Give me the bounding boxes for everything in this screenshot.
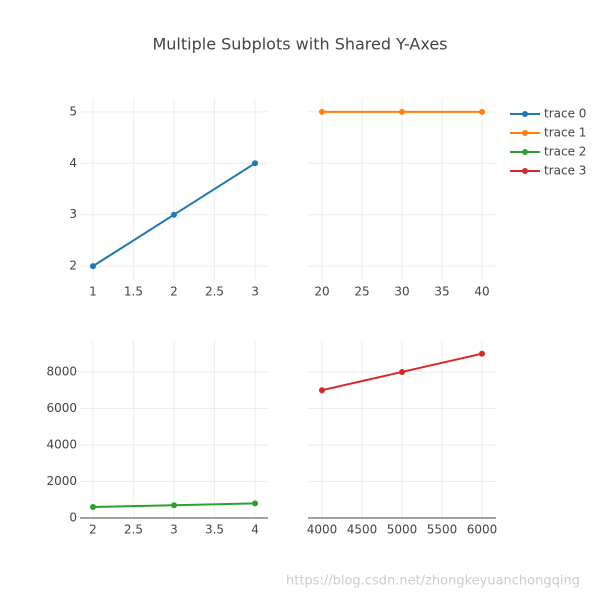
y-tick-label: 4	[69, 156, 77, 170]
point	[399, 368, 405, 375]
x-tick-label: 2	[170, 285, 178, 299]
point	[171, 502, 177, 509]
point	[479, 108, 485, 115]
legend-marker	[522, 149, 528, 155]
x-tick-label: 4500	[347, 523, 378, 537]
x-tick-label: 3	[251, 285, 259, 299]
x-tick-label: 1.5	[124, 285, 143, 299]
point	[252, 160, 259, 167]
x-tick-label: 25	[354, 285, 369, 299]
x-tick-label: 3	[170, 523, 178, 537]
y-tick-label: 2	[69, 259, 77, 273]
x-tick-label: 35	[434, 285, 449, 299]
point	[479, 350, 485, 357]
legend-marker	[522, 168, 528, 174]
y-tick-label: 6000	[46, 401, 77, 415]
x-tick-label: 5500	[427, 523, 458, 537]
legend-label: trace 1	[544, 126, 586, 140]
point	[319, 387, 325, 394]
legend-label: trace 2	[544, 145, 586, 159]
x-tick-label: 2	[89, 523, 97, 537]
y-tick-label: 8000	[46, 364, 77, 378]
x-tick-label: 4	[251, 523, 259, 537]
legend-label: trace 3	[544, 164, 586, 178]
watermark: https://blog.csdn.net/zhongkeyuanchongqi…	[286, 574, 580, 589]
y-tick-label: 5	[69, 104, 77, 118]
x-tick-label: 5000	[387, 523, 418, 537]
x-tick-label: 20	[314, 285, 329, 299]
x-tick-label: 3.5	[205, 523, 224, 537]
x-tick-label: 30	[394, 285, 409, 299]
legend-label: trace 0	[544, 107, 586, 121]
point	[319, 108, 325, 115]
y-tick-label: 4000	[46, 437, 77, 451]
y-tick-label: 0	[69, 511, 77, 525]
x-tick-label: 6000	[467, 523, 498, 537]
x-tick-label: 40	[474, 285, 489, 299]
point	[89, 504, 96, 511]
point	[89, 263, 96, 270]
legend-marker	[522, 130, 528, 136]
point	[171, 211, 177, 218]
chart-title: Multiple Subplots with Shared Y-Axes	[152, 35, 447, 54]
legend-marker	[522, 111, 528, 117]
x-tick-label: 2.5	[124, 523, 143, 537]
point	[252, 500, 259, 507]
x-tick-label: 1	[89, 285, 97, 299]
y-tick-label: 2000	[46, 474, 77, 488]
x-tick-label: 2.5	[205, 285, 224, 299]
x-tick-label: 4000	[307, 523, 338, 537]
y-tick-label: 3	[69, 207, 77, 221]
point	[399, 108, 405, 115]
